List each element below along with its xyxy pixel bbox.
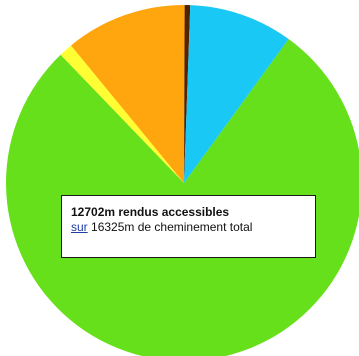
sur-link[interactable]: sur: [71, 220, 88, 234]
info-box: 12702m rendus accessibles sur 16325m de …: [61, 195, 316, 258]
pie-slice-5: [184, 5, 289, 183]
pie-slice-4: [184, 5, 191, 183]
pie-slice-3: [71, 4, 185, 184]
total-distance-line: sur 16325m de cheminement total: [71, 220, 315, 235]
accessible-distance-text: 12702m rendus accessibles: [71, 205, 230, 219]
total-distance-text: 16325m de cheminement total: [91, 220, 253, 234]
pie-slice-2: [60, 45, 185, 184]
